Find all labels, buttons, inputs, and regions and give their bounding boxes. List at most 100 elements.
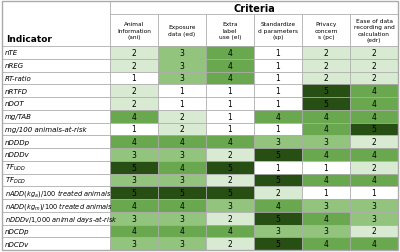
Text: 1: 1 bbox=[276, 74, 280, 83]
Bar bbox=[302, 72, 350, 85]
Text: 2: 2 bbox=[132, 100, 136, 108]
Text: 1: 1 bbox=[324, 163, 328, 172]
Text: 2: 2 bbox=[180, 112, 184, 121]
Bar bbox=[158, 174, 206, 186]
Text: 4: 4 bbox=[372, 100, 376, 108]
Bar bbox=[302, 148, 350, 161]
Bar bbox=[206, 212, 254, 225]
Text: 2: 2 bbox=[372, 163, 376, 172]
Text: $nDDDv/1{,}000\ animal\ days\text{-}at\text{-}risk$: $nDDDv/1{,}000\ animal\ days\text{-}at\t… bbox=[5, 213, 118, 224]
Bar bbox=[110, 237, 158, 250]
Text: 3: 3 bbox=[228, 201, 232, 210]
Text: Ease of data
recording and
calculation
(edr): Ease of data recording and calculation (… bbox=[354, 19, 394, 43]
Bar bbox=[254, 85, 302, 98]
Bar bbox=[302, 161, 350, 174]
Text: Criteria: Criteria bbox=[233, 4, 275, 13]
Bar bbox=[254, 15, 302, 47]
Text: 5: 5 bbox=[372, 125, 376, 134]
Text: 5: 5 bbox=[324, 100, 328, 108]
Text: 2: 2 bbox=[228, 150, 232, 159]
Bar bbox=[350, 148, 398, 161]
Bar bbox=[302, 47, 350, 59]
Text: 4: 4 bbox=[228, 227, 232, 235]
Text: 5: 5 bbox=[132, 188, 136, 197]
Text: 1: 1 bbox=[276, 87, 280, 96]
Text: 4: 4 bbox=[324, 150, 328, 159]
Text: Privacy
concern
s (pc): Privacy concern s (pc) bbox=[314, 22, 338, 40]
Bar bbox=[254, 186, 302, 199]
Bar bbox=[350, 59, 398, 72]
Text: 2: 2 bbox=[372, 138, 376, 147]
Text: 5: 5 bbox=[276, 176, 280, 185]
Text: nRTFD: nRTFD bbox=[5, 88, 28, 94]
Bar bbox=[254, 225, 302, 237]
Bar bbox=[206, 15, 254, 47]
Text: 3: 3 bbox=[132, 214, 136, 223]
Bar bbox=[158, 225, 206, 237]
Text: 3: 3 bbox=[324, 138, 328, 147]
Bar bbox=[110, 2, 398, 15]
Bar bbox=[302, 85, 350, 98]
Text: 2: 2 bbox=[132, 49, 136, 58]
Text: 4: 4 bbox=[228, 49, 232, 58]
Bar bbox=[206, 72, 254, 85]
Bar bbox=[206, 148, 254, 161]
Bar bbox=[350, 161, 398, 174]
Bar bbox=[2, 110, 110, 123]
Text: 3: 3 bbox=[276, 138, 280, 147]
Text: 2: 2 bbox=[276, 188, 280, 197]
Bar bbox=[302, 136, 350, 148]
Bar bbox=[2, 85, 110, 98]
Bar bbox=[206, 199, 254, 212]
Bar bbox=[350, 15, 398, 47]
Bar bbox=[206, 225, 254, 237]
Bar bbox=[2, 98, 110, 110]
Bar bbox=[158, 199, 206, 212]
Text: 1: 1 bbox=[228, 87, 232, 96]
Bar bbox=[206, 110, 254, 123]
Bar bbox=[2, 148, 110, 161]
Bar bbox=[302, 225, 350, 237]
Text: 2: 2 bbox=[324, 74, 328, 83]
Bar bbox=[110, 186, 158, 199]
Text: $nADD(kg_a)/ 100\ treated\ animals$: $nADD(kg_a)/ 100\ treated\ animals$ bbox=[5, 187, 112, 198]
Text: 4: 4 bbox=[228, 74, 232, 83]
Text: 4: 4 bbox=[180, 138, 184, 147]
Bar bbox=[302, 237, 350, 250]
Text: 5: 5 bbox=[276, 239, 280, 248]
Text: 2: 2 bbox=[324, 49, 328, 58]
Bar bbox=[254, 174, 302, 186]
Text: 3: 3 bbox=[180, 49, 184, 58]
Text: 4: 4 bbox=[132, 227, 136, 235]
Bar bbox=[158, 161, 206, 174]
Text: 1: 1 bbox=[276, 163, 280, 172]
Bar bbox=[110, 148, 158, 161]
Bar bbox=[2, 123, 110, 136]
Text: 1: 1 bbox=[228, 125, 232, 134]
Text: 2: 2 bbox=[132, 61, 136, 70]
Bar bbox=[110, 123, 158, 136]
Bar bbox=[350, 199, 398, 212]
Bar bbox=[158, 85, 206, 98]
Bar bbox=[254, 161, 302, 174]
Bar bbox=[350, 237, 398, 250]
Bar bbox=[254, 110, 302, 123]
Bar bbox=[254, 199, 302, 212]
Bar bbox=[2, 2, 110, 47]
Bar bbox=[110, 85, 158, 98]
Text: 3: 3 bbox=[276, 227, 280, 235]
Text: 2: 2 bbox=[132, 87, 136, 96]
Bar bbox=[2, 136, 110, 148]
Bar bbox=[254, 72, 302, 85]
Bar bbox=[158, 148, 206, 161]
Text: $TF_{DDD}$: $TF_{DDD}$ bbox=[5, 175, 26, 185]
Bar bbox=[350, 98, 398, 110]
Text: 5: 5 bbox=[180, 188, 184, 197]
Text: 3: 3 bbox=[180, 239, 184, 248]
Bar bbox=[350, 47, 398, 59]
Bar bbox=[2, 186, 110, 199]
Bar bbox=[350, 174, 398, 186]
Bar bbox=[110, 72, 158, 85]
Text: 3: 3 bbox=[180, 61, 184, 70]
Text: 5: 5 bbox=[324, 87, 328, 96]
